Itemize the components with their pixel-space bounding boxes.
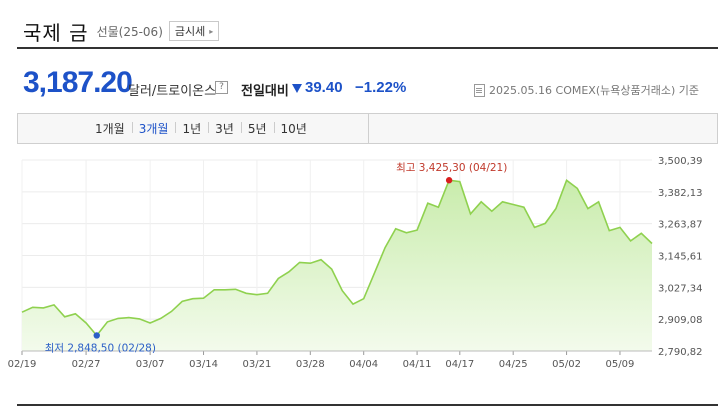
tab-5-years[interactable]: 5년 (240, 120, 274, 137)
gold-price-button-label: 금시세 (174, 25, 206, 38)
tab-1-year[interactable]: 1년 (175, 120, 208, 137)
y-tick-label: 3,382,13 (658, 188, 703, 199)
document-icon (474, 83, 486, 97)
x-tick-label: 03/07 (136, 359, 165, 370)
tab-3-months[interactable]: 3개월 (131, 120, 176, 137)
y-tick-label: 3,027,34 (658, 283, 703, 294)
x-tick-label: 03/14 (189, 359, 218, 370)
date-info: 2025.05.16 COMEX(뉴욕상품거래소) 기준 (474, 82, 699, 98)
footer-divider (17, 404, 718, 406)
x-tick-label: 04/25 (499, 359, 528, 370)
x-tick-label: 04/04 (349, 359, 378, 370)
gold-price-button[interactable]: 금시세 ▸ (168, 21, 220, 41)
period-tab-list: 1개월 3개월 1년 3년 5년 10년 (88, 114, 314, 143)
header-divider (17, 47, 718, 49)
y-tick-label: 3,145,61 (658, 252, 703, 263)
low-label: 최저 2,848,50 (02/28) (45, 342, 156, 354)
x-tick-label: 05/09 (606, 359, 635, 370)
help-icon[interactable]: ? (215, 81, 228, 94)
price-chart: 3,500,39 3,382,13 3,263,87 3,145,61 3,027,34… (8, 156, 703, 370)
tab-3-years[interactable]: 3년 (208, 120, 241, 137)
down-triangle-icon (292, 84, 302, 93)
y-tick-label: 2,909,08 (658, 315, 703, 326)
price-line (21, 179, 653, 337)
high-label: 최고 3,425,30 (04/21) (396, 162, 507, 174)
tabs-divider (368, 114, 369, 143)
change-value: 39.40 (305, 79, 343, 96)
page-header: 국제 금 선물(25-06) 금시세 ▸ (23, 14, 220, 48)
price-summary: 3,187.20 달러/트로이온스 ? 전일대비 39.40 −1.22% 20… (23, 66, 713, 102)
x-tick-label: 04/11 (403, 359, 432, 370)
change-label: 전일대비 (241, 84, 289, 99)
tab-10-years[interactable]: 10년 (273, 120, 314, 137)
x-tick-label: 03/21 (243, 359, 272, 370)
chevron-right-icon: ▸ (209, 26, 214, 36)
page-title: 국제 금 (23, 20, 89, 45)
period-tabs: 1개월 3개월 1년 3년 5년 10년 (17, 113, 718, 144)
contract-subtitle: 선물(25-06) (96, 24, 163, 39)
low-marker (93, 332, 100, 339)
y-tick-label: 2,790,82 (658, 347, 703, 358)
tab-1-month[interactable]: 1개월 (95, 122, 125, 136)
current-price: 3,187.20 (23, 66, 133, 99)
y-tick-label: 3,500,39 (658, 156, 703, 167)
price-unit: 달러/트로이온스 (128, 84, 217, 99)
x-tick-label: 02/19 (8, 359, 37, 370)
x-tick-label: 02/27 (72, 359, 101, 370)
x-tick-label: 04/17 (445, 359, 474, 370)
high-marker (445, 177, 453, 184)
date-info-text: 2025.05.16 COMEX(뉴욕상품거래소) 기준 (489, 84, 699, 97)
x-tick-label: 03/28 (296, 359, 325, 370)
x-tick-label: 05/02 (552, 359, 581, 370)
price-area (22, 180, 652, 351)
change-percent: −1.22% (355, 79, 407, 96)
y-tick-label: 3,263,87 (658, 220, 703, 231)
